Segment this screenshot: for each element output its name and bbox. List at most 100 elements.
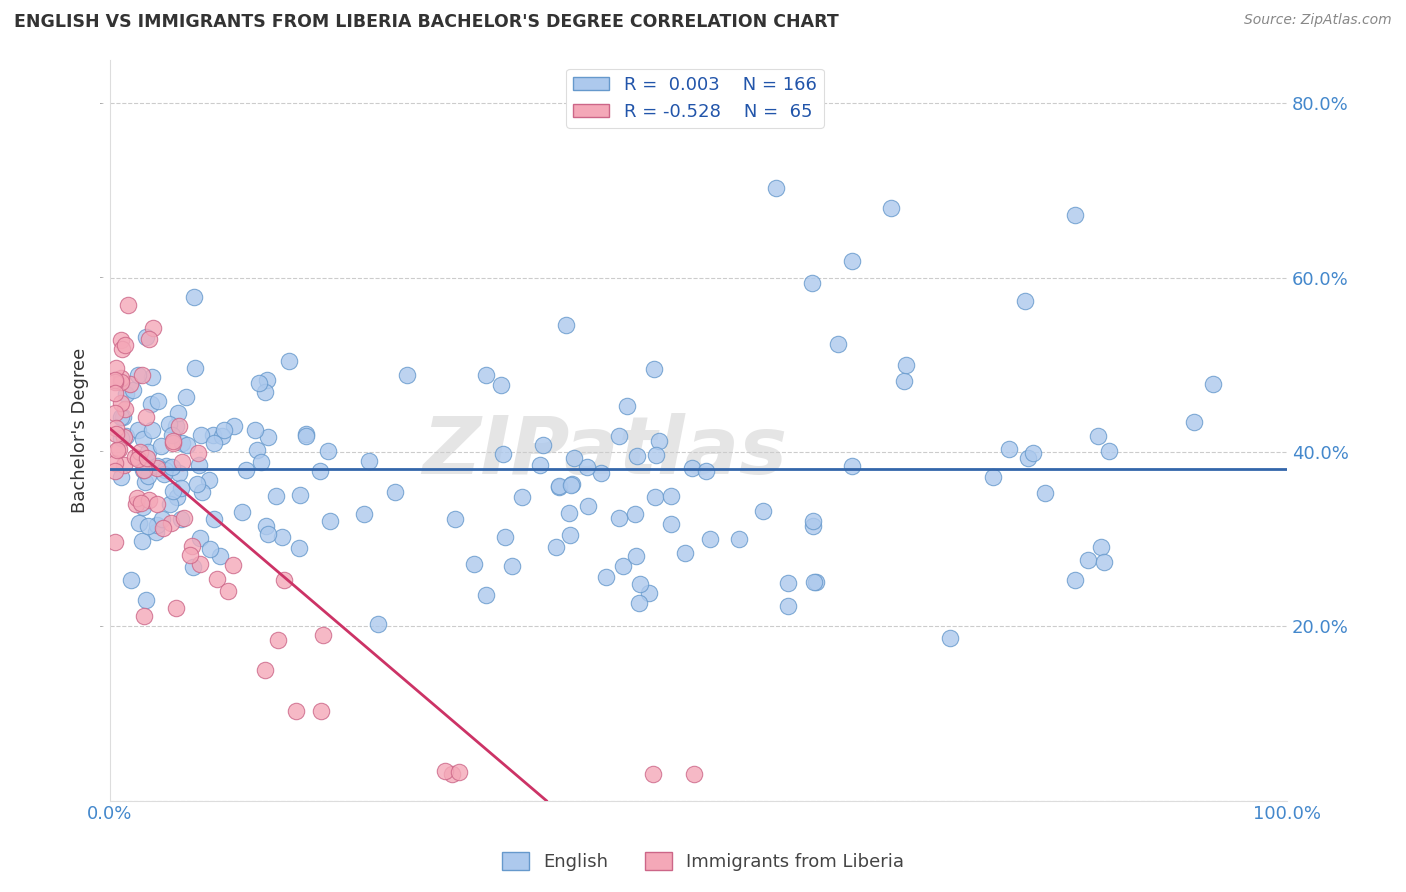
Point (141, 369, 163, 384)
Point (183, 360, 205, 375)
Point (138, 493, 160, 508)
Point (1090, 540, 1112, 554)
Point (165, 601, 187, 615)
Point (1098, 444, 1121, 458)
Point (135, 410, 157, 425)
Point (893, 374, 915, 388)
Point (162, 484, 184, 499)
Point (288, 488, 311, 502)
Point (112, 409, 135, 424)
Point (644, 491, 666, 505)
Point (231, 505, 253, 519)
Point (673, 546, 696, 560)
Point (645, 449, 668, 463)
Point (727, 532, 749, 546)
Point (105, 443, 128, 458)
Point (803, 574, 825, 589)
Point (127, 423, 149, 437)
Point (659, 516, 682, 531)
Point (117, 298, 139, 312)
Point (778, 576, 800, 591)
Point (201, 427, 224, 442)
Point (273, 573, 295, 587)
Point (264, 489, 287, 503)
Point (433, 764, 456, 778)
Point (141, 423, 163, 437)
Point (626, 449, 648, 463)
Point (531, 438, 554, 452)
Point (353, 507, 375, 521)
Point (699, 532, 721, 546)
Point (104, 464, 127, 478)
Point (576, 499, 599, 513)
Point (235, 463, 257, 477)
Point (1202, 376, 1225, 391)
Point (1182, 415, 1205, 429)
Point (271, 530, 294, 544)
Point (146, 497, 169, 511)
Point (146, 393, 169, 408)
Point (638, 586, 661, 600)
Point (256, 373, 278, 387)
Point (612, 559, 634, 574)
Point (1092, 555, 1115, 569)
Point (643, 361, 665, 376)
Point (560, 528, 582, 542)
Point (1014, 293, 1036, 308)
Point (529, 458, 551, 472)
Text: ZIPatlas: ZIPatlas (422, 413, 786, 491)
Point (120, 573, 142, 587)
Point (1033, 486, 1056, 500)
Point (778, 599, 800, 613)
Point (149, 439, 172, 453)
Point (616, 399, 638, 413)
Point (475, 588, 498, 602)
Point (558, 506, 581, 520)
Point (212, 423, 235, 437)
Point (285, 704, 308, 718)
Point (202, 435, 225, 450)
Point (257, 526, 280, 541)
Point (114, 401, 136, 416)
Point (246, 442, 269, 457)
Point (494, 530, 516, 544)
Point (595, 569, 617, 583)
Point (134, 609, 156, 624)
Point (134, 475, 156, 490)
Point (879, 201, 901, 215)
Point (110, 395, 132, 409)
Point (167, 418, 190, 433)
Point (211, 428, 233, 442)
Point (841, 254, 863, 268)
Point (801, 519, 824, 533)
Point (127, 368, 149, 382)
Point (607, 511, 630, 525)
Point (135, 330, 157, 344)
Point (801, 514, 824, 528)
Point (104, 385, 127, 400)
Point (110, 431, 132, 445)
Point (209, 549, 232, 563)
Point (254, 519, 277, 533)
Point (316, 444, 339, 458)
Point (112, 429, 135, 443)
Point (190, 428, 212, 442)
Point (205, 572, 228, 586)
Point (115, 429, 138, 443)
Point (135, 450, 157, 465)
Point (548, 480, 571, 494)
Point (114, 338, 136, 352)
Text: Source: ZipAtlas.com: Source: ZipAtlas.com (1244, 13, 1392, 28)
Point (122, 383, 145, 397)
Point (312, 627, 335, 641)
Point (648, 434, 671, 448)
Point (547, 479, 569, 493)
Legend: R =  0.003    N = 166, R = -0.528    N =  65: R = 0.003 N = 166, R = -0.528 N = 65 (567, 69, 824, 128)
Point (191, 485, 214, 500)
Point (139, 397, 162, 411)
Point (277, 353, 299, 368)
Point (501, 559, 523, 574)
Point (155, 458, 177, 473)
Point (162, 434, 184, 448)
Point (981, 470, 1004, 484)
